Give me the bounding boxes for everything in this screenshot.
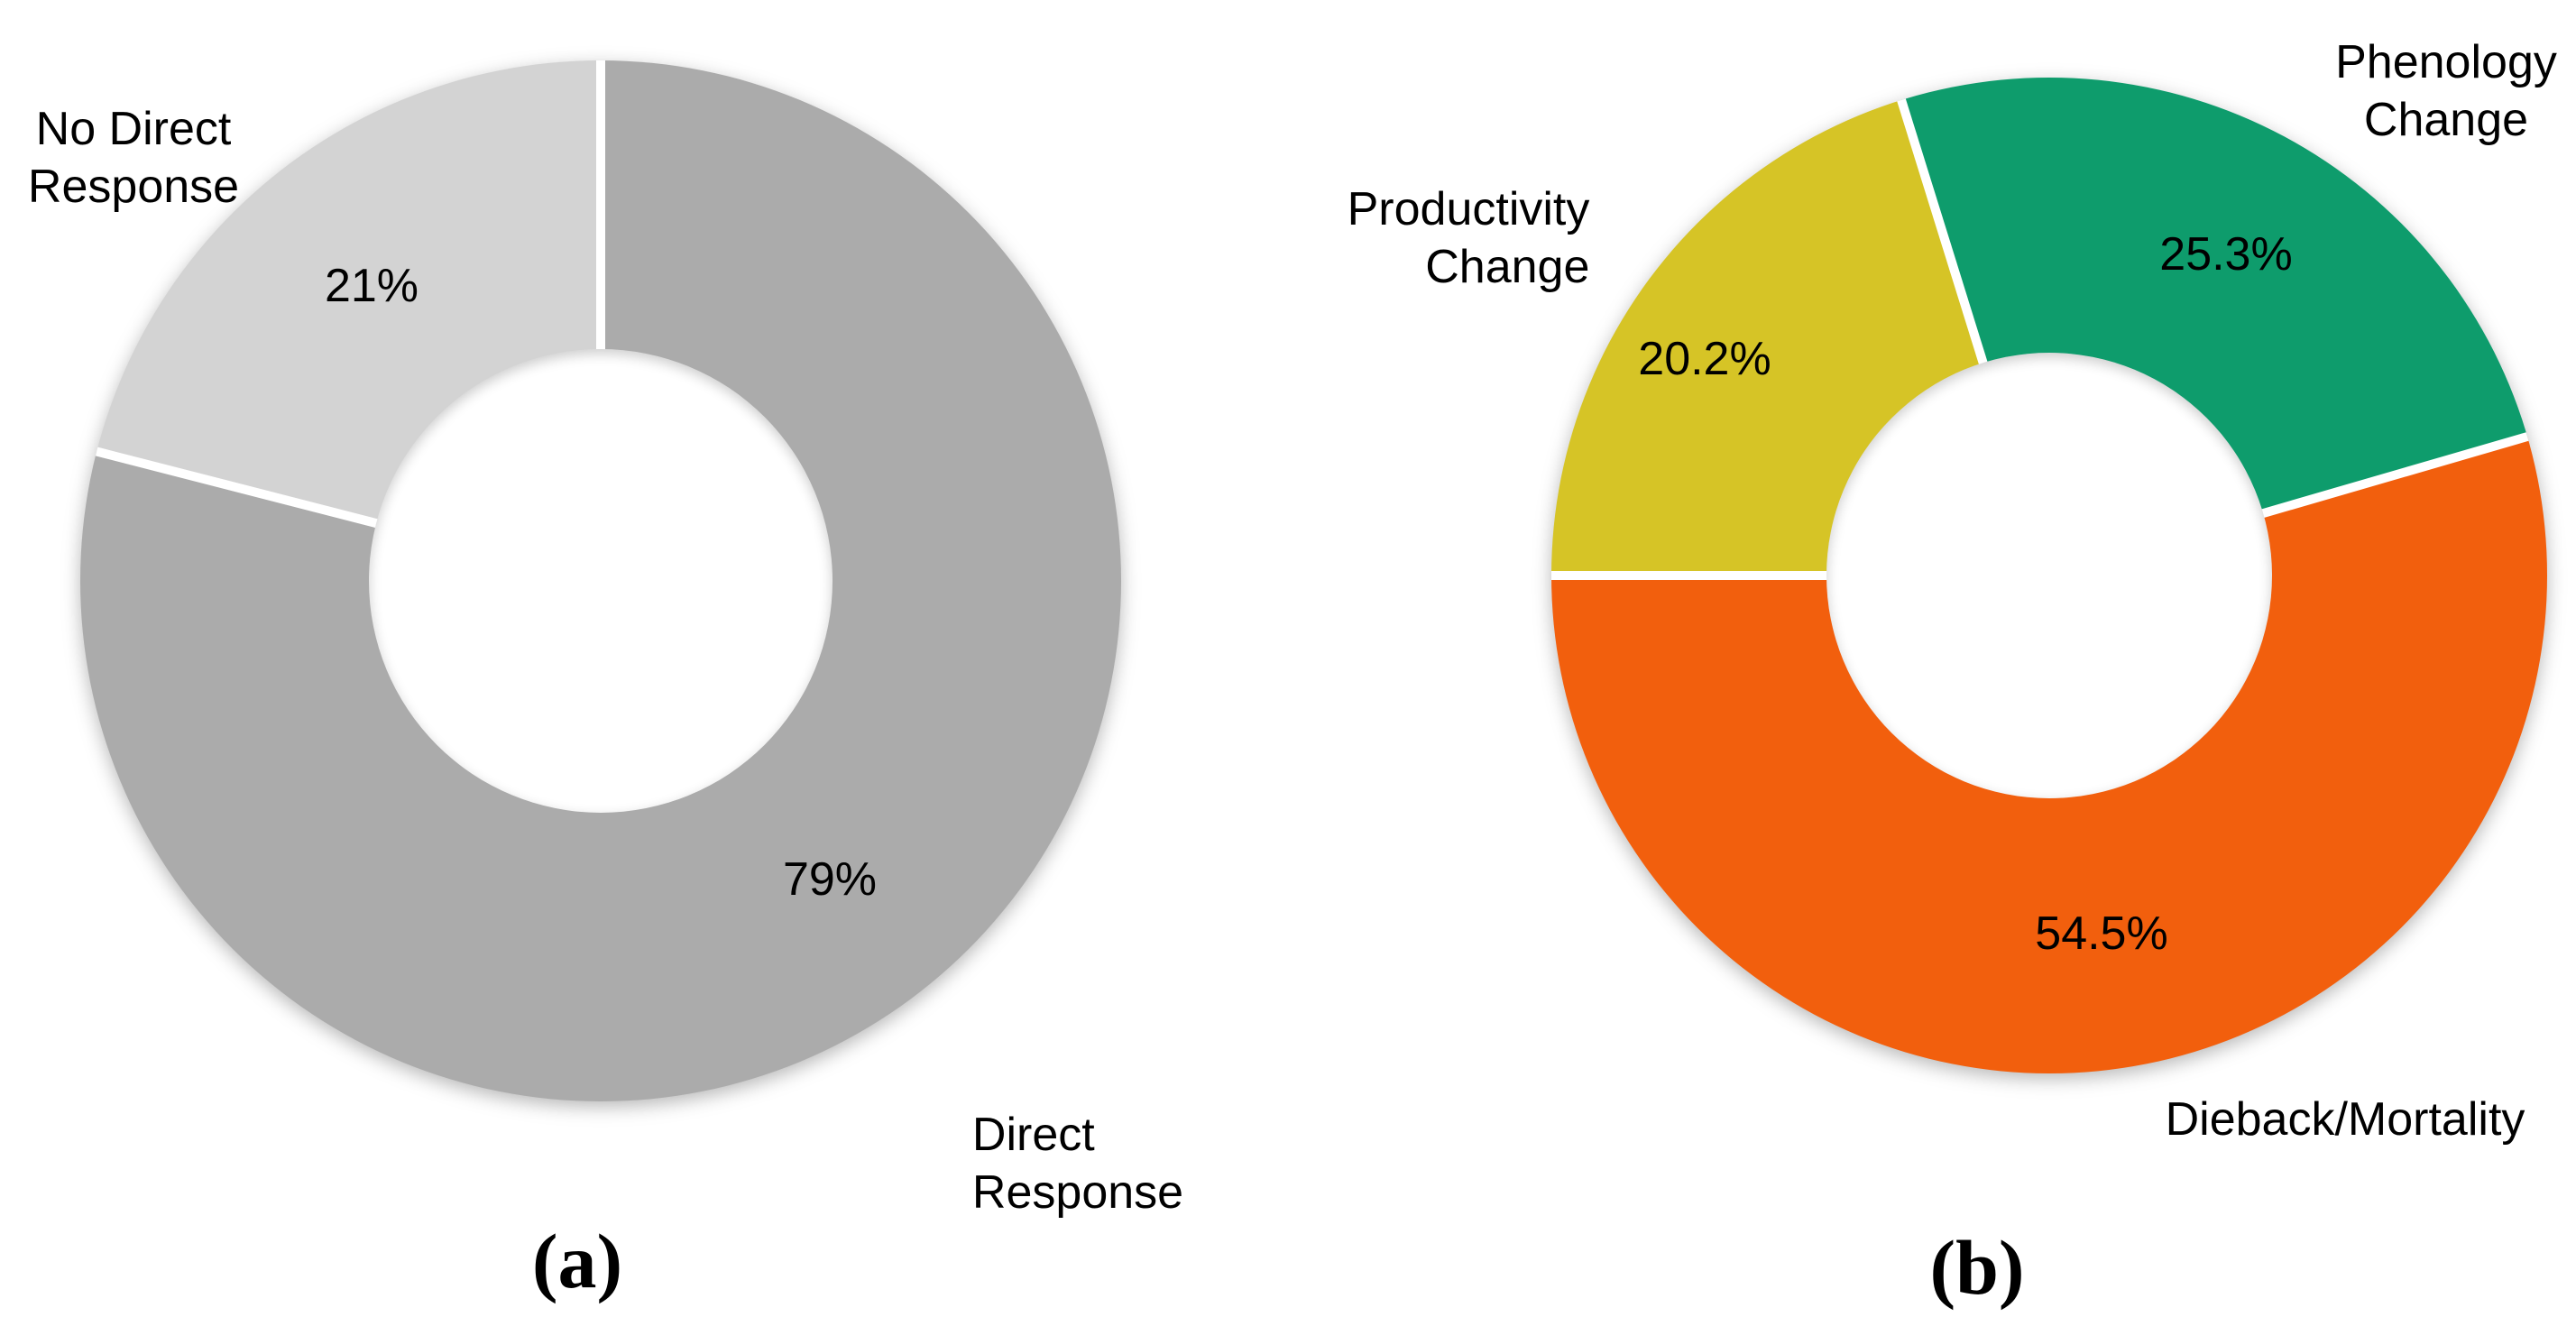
donut-b-hole — [1826, 353, 2272, 798]
slice-label-direct-response: Direct Response — [971, 1109, 1184, 1219]
data-label-25-3-percent: 25.3% — [2159, 228, 2293, 281]
subfigure-caption-a: (a) — [531, 1218, 623, 1304]
donut-a-hole — [369, 349, 833, 813]
slice-label-dieback-mortality: Dieback/Mortality — [2165, 1093, 2525, 1146]
donut-chart-b — [1551, 78, 2547, 1073]
data-label-79-percent: 79% — [782, 853, 878, 906]
slice-label-phenology-change: Phenology Change — [2335, 36, 2557, 146]
data-label-54-5-percent: 54.5% — [2035, 907, 2168, 960]
data-label-21-percent: 21% — [324, 260, 419, 312]
slice-label-no-direct-response: No Direct Response — [27, 103, 240, 213]
data-label-20-2-percent: 20.2% — [1638, 333, 1771, 385]
slice-divider-line — [596, 60, 605, 581]
subfigure-caption-b: (b) — [1929, 1224, 2025, 1311]
slice-label-productivity-change: Productivity Change — [1347, 183, 1590, 293]
donut-chart-a — [80, 60, 1121, 1101]
